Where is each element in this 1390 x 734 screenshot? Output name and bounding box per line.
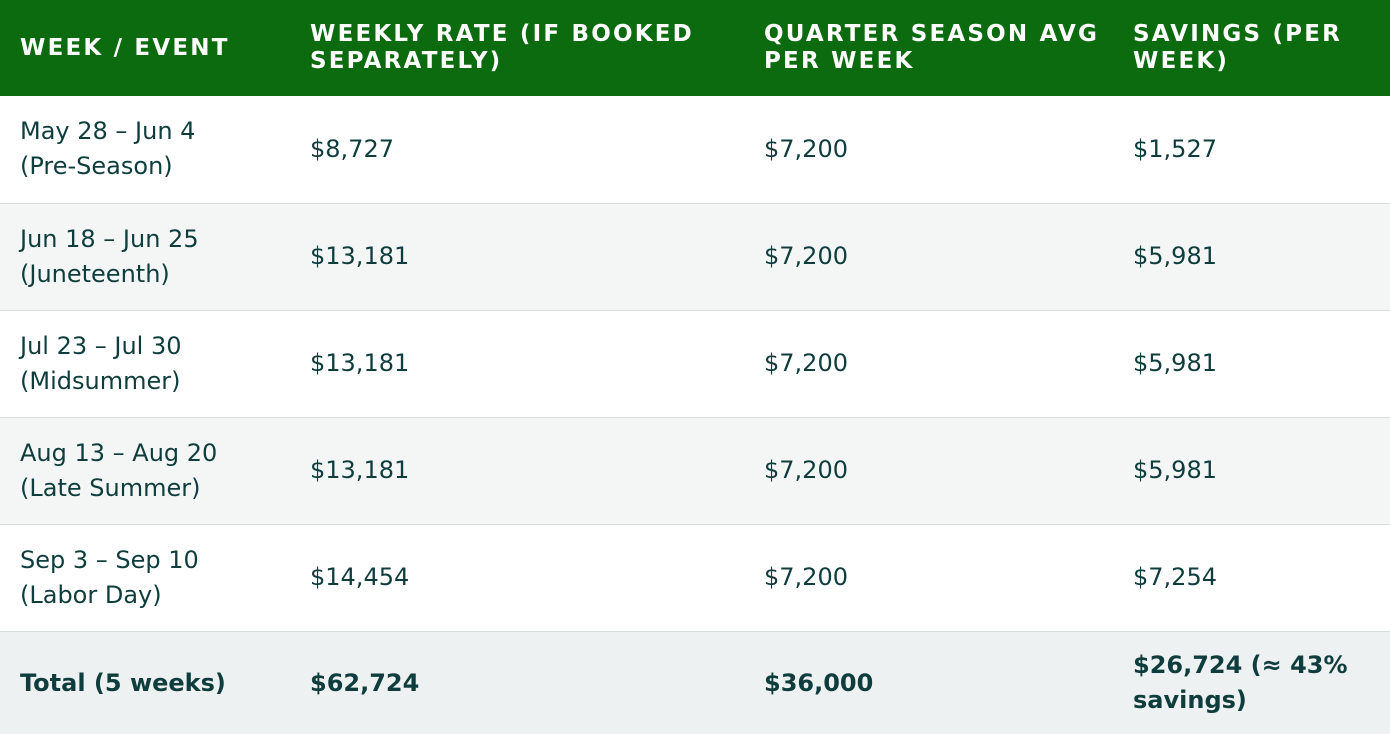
table-header: WEEK / EVENT WEEKLY RATE (IF BOOKED SEPA… <box>0 0 1390 96</box>
quarter-avg-cell: $7,200 <box>764 563 848 591</box>
week-event: (Labor Day) <box>20 580 162 609</box>
table-row: May 28 – Jun 4 (Pre-Season) $8,727 $7,20… <box>0 96 1390 203</box>
table-row: Jun 18 – Jun 25 (Juneteenth) $13,181 $7,… <box>0 203 1390 310</box>
week-event: (Late Summer) <box>20 473 201 502</box>
total-label: Total (5 weeks) <box>20 668 226 697</box>
table-row: Sep 3 – Sep 10 (Labor Day) $14,454 $7,20… <box>0 524 1390 631</box>
total-weekly-rate: $62,724 <box>310 668 420 697</box>
weekly-rate-cell: $14,454 <box>310 563 410 591</box>
week-cell: Jun 18 – Jun 25 (Juneteenth) <box>0 203 290 310</box>
quarter-avg-cell: $7,200 <box>764 242 848 270</box>
savings-cell: $5,981 <box>1133 349 1217 377</box>
weekly-rate-cell: $13,181 <box>310 242 410 270</box>
week-cell: Jul 23 – Jul 30 (Midsummer) <box>0 310 290 417</box>
total-row: Total (5 weeks) $62,724 $36,000 $26,724 … <box>0 631 1390 734</box>
table-row: Jul 23 – Jul 30 (Midsummer) $13,181 $7,2… <box>0 310 1390 417</box>
header-savings: SAVINGS (PER WEEK) <box>1133 21 1343 74</box>
table-row: Aug 13 – Aug 20 (Late Summer) $13,181 $7… <box>0 417 1390 524</box>
savings-cell: $5,981 <box>1133 456 1217 484</box>
weekly-rate-cell: $13,181 <box>310 349 410 377</box>
header-quarter-avg: QUARTER SEASON AVG PER WEEK <box>764 21 1100 74</box>
weekly-rate-cell: $8,727 <box>310 134 394 163</box>
week-dates: Sep 3 – Sep 10 <box>20 545 199 574</box>
total-quarter-avg: $36,000 <box>764 668 874 697</box>
quarter-avg-cell: $7,200 <box>764 349 848 377</box>
week-dates: Aug 13 – Aug 20 <box>20 438 218 467</box>
savings-cell: $5,981 <box>1133 242 1217 270</box>
week-dates: Jun 18 – Jun 25 <box>20 224 199 253</box>
week-event: (Juneteenth) <box>20 259 170 288</box>
weekly-rate-cell: $13,181 <box>310 456 410 484</box>
week-event: (Midsummer) <box>20 366 181 395</box>
week-cell: Sep 3 – Sep 10 (Labor Day) <box>0 524 290 631</box>
header-row: WEEK / EVENT WEEKLY RATE (IF BOOKED SEPA… <box>0 0 1390 96</box>
table-body: May 28 – Jun 4 (Pre-Season) $8,727 $7,20… <box>0 96 1390 734</box>
header-weekly-rate: WEEKLY RATE (IF BOOKED SEPARATELY) <box>310 21 694 74</box>
quarter-avg-cell: $7,200 <box>764 456 848 484</box>
week-dates: Jul 23 – Jul 30 <box>20 331 182 360</box>
week-cell: May 28 – Jun 4 (Pre-Season) <box>0 96 290 203</box>
quarter-avg-cell: $7,200 <box>764 134 848 163</box>
week-event: (Pre-Season) <box>20 152 173 181</box>
savings-cell: $7,254 <box>1133 563 1217 591</box>
savings-cell: $1,527 <box>1133 134 1217 163</box>
header-week-event: WEEK / EVENT <box>20 34 230 61</box>
week-cell: Aug 13 – Aug 20 (Late Summer) <box>0 417 290 524</box>
total-savings: $26,724 (≈ 43% savings) <box>1133 651 1348 715</box>
week-dates: May 28 – Jun 4 <box>20 117 196 146</box>
